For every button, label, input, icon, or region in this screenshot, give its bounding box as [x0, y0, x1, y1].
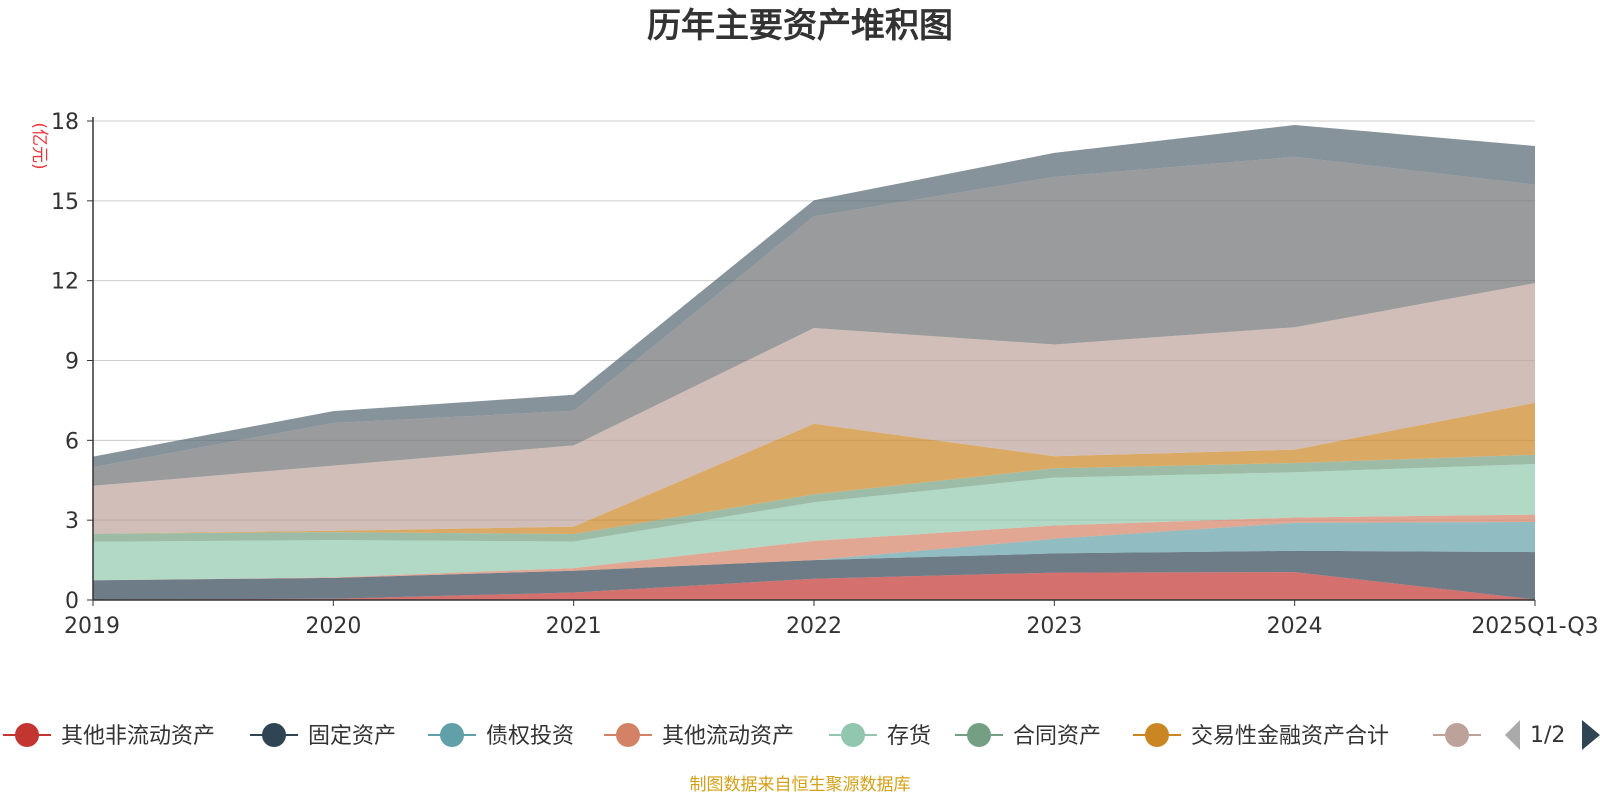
area-series-5 [93, 464, 1535, 581]
legend-item[interactable]: 债权投资 [428, 723, 574, 749]
legend-next-icon[interactable] [1582, 720, 1600, 750]
legend-marker-icon [1145, 723, 1169, 747]
legend-label: 存货 [887, 724, 931, 749]
legend-marker-icon [967, 723, 991, 747]
legend-label: 债权投资 [486, 724, 574, 749]
y-tick-label: 3 [65, 509, 79, 534]
x-tick-label: 2019 [64, 614, 120, 639]
area-series-7 [93, 402, 1535, 534]
legend-prev-icon[interactable] [1505, 720, 1520, 750]
y-tick-labels: 0 3 6 9 12 15 18 [51, 110, 79, 614]
legend-item[interactable]: 其他非流动资产 [3, 723, 215, 749]
legend-item[interactable]: 固定资产 [250, 723, 396, 749]
area-series-2 [93, 550, 1535, 600]
legend-label: 合同资产 [1013, 724, 1101, 749]
area-series-6 [93, 454, 1535, 542]
y-tick-label: 9 [65, 350, 79, 375]
legend-page-indicator: 1/2 [1530, 723, 1565, 748]
y-tick-label: 0 [65, 589, 79, 614]
x-tick-label: 2024 [1267, 614, 1323, 639]
legend-marker-icon [15, 723, 39, 747]
x-tick-label: 2022 [786, 614, 842, 639]
legend-pager: 1/2 [1505, 720, 1600, 750]
area-series-10 [93, 125, 1535, 468]
legend-label: 固定资产 [308, 724, 396, 749]
x-tick-label: 2025Q1-Q3 [1471, 614, 1598, 639]
source-note: 制图数据来自恒生聚源数据库 [690, 775, 911, 795]
legend-marker-icon [262, 723, 286, 747]
axes [87, 117, 1536, 606]
legend-label: 其他流动资产 [662, 724, 794, 749]
legend-item[interactable]: 其他流动资产 [604, 723, 794, 749]
legend-item[interactable] [1433, 723, 1481, 747]
area-series-4 [93, 514, 1535, 581]
y-tick-label: 18 [51, 110, 79, 135]
area-series [93, 125, 1535, 600]
legend-marker-icon [1445, 723, 1469, 747]
area-series-8 [93, 283, 1535, 534]
x-tick-label: 2023 [1026, 614, 1082, 639]
y-tick-label: 12 [51, 270, 79, 295]
legend-marker-icon [440, 723, 464, 747]
area-series-1 [93, 572, 1535, 600]
x-tick-label: 2021 [546, 614, 602, 639]
x-tick-label: 2020 [305, 614, 361, 639]
y-tick-label: 6 [65, 429, 79, 454]
x-tick-labels: 2019 2020 2021 2022 2023 2024 2025Q1-Q3 [64, 614, 1599, 639]
legend-item[interactable]: 交易性金融资产合计 [1133, 723, 1389, 749]
legend-item[interactable]: 存货 [829, 723, 931, 749]
area-series-3 [93, 522, 1535, 581]
legend-label: 交易性金融资产合计 [1191, 724, 1389, 749]
legend-item[interactable]: 合同资产 [955, 723, 1101, 749]
y-axis-label: (亿元) [29, 122, 49, 169]
y-tick-label: 15 [51, 190, 79, 215]
legend-marker-icon [841, 723, 865, 747]
legend: 其他非流动资产 固定资产 债权投资 其他流动资产 存货 合同资产 交易性金融资产合计 [3, 723, 1481, 749]
legend-marker-icon [616, 723, 640, 747]
area-series-9 [93, 156, 1535, 486]
chart-title: 历年主要资产堆积图 [647, 6, 953, 46]
legend-label: 其他非流动资产 [61, 724, 215, 749]
